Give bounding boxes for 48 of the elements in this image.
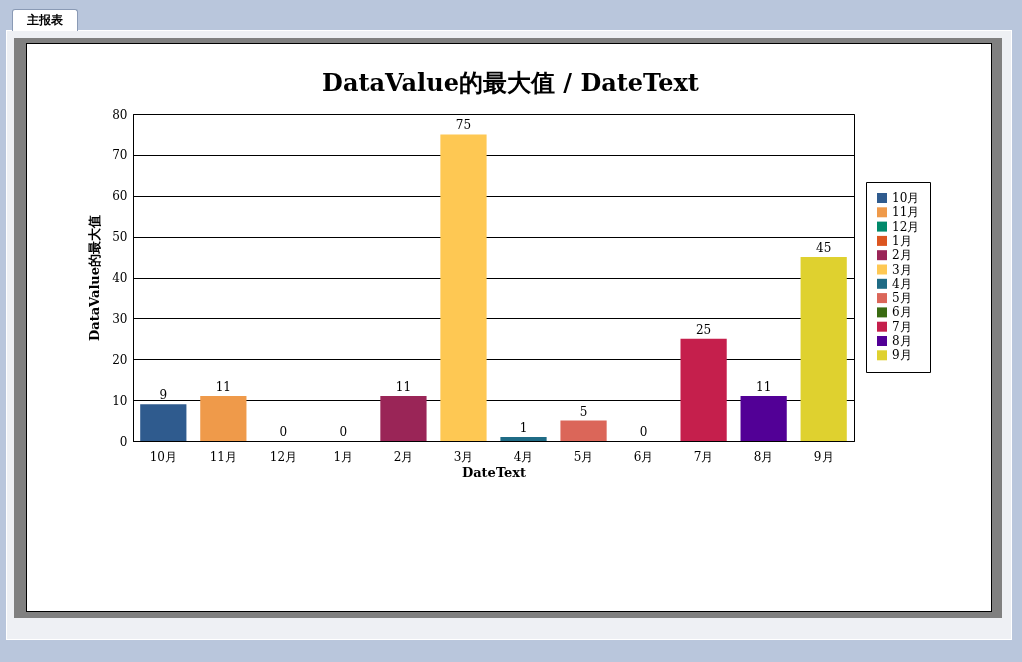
x-axis-title: DateText <box>461 464 527 480</box>
y-tick-label: 20 <box>112 352 128 367</box>
x-tick-label: 4月 <box>513 449 534 464</box>
legend-label: 6月 <box>892 305 912 320</box>
y-tick-label: 30 <box>112 311 128 326</box>
y-tick-label: 40 <box>112 271 128 285</box>
legend-label: 8月 <box>892 334 912 348</box>
x-tick-label: 5月 <box>573 449 594 464</box>
y-tick-label: 80 <box>112 107 128 122</box>
data-label: 25 <box>695 322 712 337</box>
data-label: 11 <box>395 380 412 395</box>
y-tick-label: 70 <box>112 148 128 163</box>
x-tick-label: 10月 <box>149 449 177 464</box>
chart-title: DataValue的最大值 / DateText <box>322 68 699 97</box>
data-label: 0 <box>639 425 648 439</box>
x-tick-label: 2月 <box>393 449 414 464</box>
legend-label: 7月 <box>892 319 912 334</box>
data-label: 75 <box>455 118 472 133</box>
y-tick-label: 10 <box>112 393 128 408</box>
data-label: 1 <box>519 420 528 435</box>
legend-label: 2月 <box>892 248 912 263</box>
x-tick-label: 12月 <box>269 449 298 464</box>
x-tick-label: 9月 <box>813 449 834 464</box>
data-label: 45 <box>816 241 832 256</box>
legend-label: 9月 <box>892 348 912 363</box>
y-tick-label: 60 <box>112 189 128 204</box>
data-label: 5 <box>579 404 588 419</box>
legend-label: 1月 <box>892 233 912 248</box>
x-tick-label: 6月 <box>633 449 654 464</box>
x-tick-label: 11月 <box>209 449 237 464</box>
data-label: 11 <box>215 380 231 395</box>
legend-label: 3月 <box>892 262 912 277</box>
y-axis-title: DataValue的最大值 <box>87 214 103 342</box>
legend-label: 12月 <box>892 219 920 234</box>
data-label: 11 <box>756 380 772 395</box>
legend-label: 10月 <box>892 191 920 205</box>
data-label: 0 <box>339 425 348 439</box>
x-tick-label: 7月 <box>693 449 714 464</box>
x-tick-label: 3月 <box>453 449 474 464</box>
data-label: 9 <box>159 388 168 403</box>
x-tick-label: 1月 <box>333 449 354 464</box>
y-tick-label: 0 <box>119 434 128 449</box>
y-tick-label: 50 <box>112 230 128 245</box>
legend-label: 4月 <box>892 276 912 291</box>
x-tick-label: 8月 <box>753 449 774 464</box>
data-label: 0 <box>279 425 288 439</box>
legend-label: 11月 <box>892 205 920 220</box>
legend-label: 5月 <box>892 291 912 306</box>
